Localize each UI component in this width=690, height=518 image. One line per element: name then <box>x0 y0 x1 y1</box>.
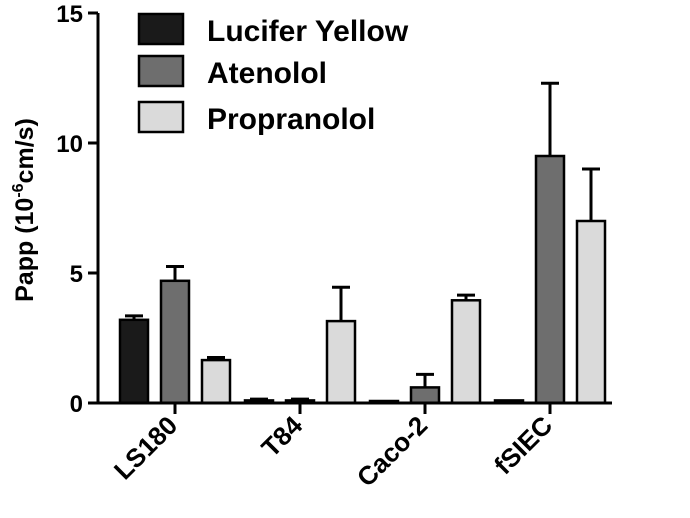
y-axis-title-exponent: -6 <box>10 183 27 197</box>
y-axis-title: Papp (10-6cm/s) <box>10 118 39 302</box>
y-tick-label: 5 <box>70 261 83 288</box>
y-axis-title-suffix: cm/s) <box>11 118 39 183</box>
bar <box>118 318 150 405</box>
legend-swatch <box>137 12 185 46</box>
x-category-label: fSIEC <box>488 410 558 480</box>
bar <box>450 299 482 405</box>
bar <box>325 319 357 405</box>
legend-label: Propranolol <box>207 103 375 136</box>
bar <box>159 279 191 405</box>
bar <box>200 358 232 405</box>
legend-swatch <box>137 100 185 134</box>
bar <box>534 154 566 405</box>
legend-swatch <box>137 54 185 88</box>
y-axis-title-prefix: Papp (10 <box>11 198 39 302</box>
legend-label: Lucifer Yellow <box>207 15 409 48</box>
legend: Lucifer Yellow Atenolol Propranolol <box>137 12 409 136</box>
x-category-label: LS180 <box>108 410 183 485</box>
y-tick-label: 10 <box>56 131 83 158</box>
y-tick-label: 15 <box>56 1 83 28</box>
legend-label: Atenolol <box>207 57 327 90</box>
x-category-label: T84 <box>255 410 308 463</box>
y-tick-label: 0 <box>70 391 83 418</box>
x-category-label: Caco-2 <box>351 410 434 493</box>
axes-layer <box>96 13 612 405</box>
bar <box>409 386 441 405</box>
bar <box>575 219 607 405</box>
